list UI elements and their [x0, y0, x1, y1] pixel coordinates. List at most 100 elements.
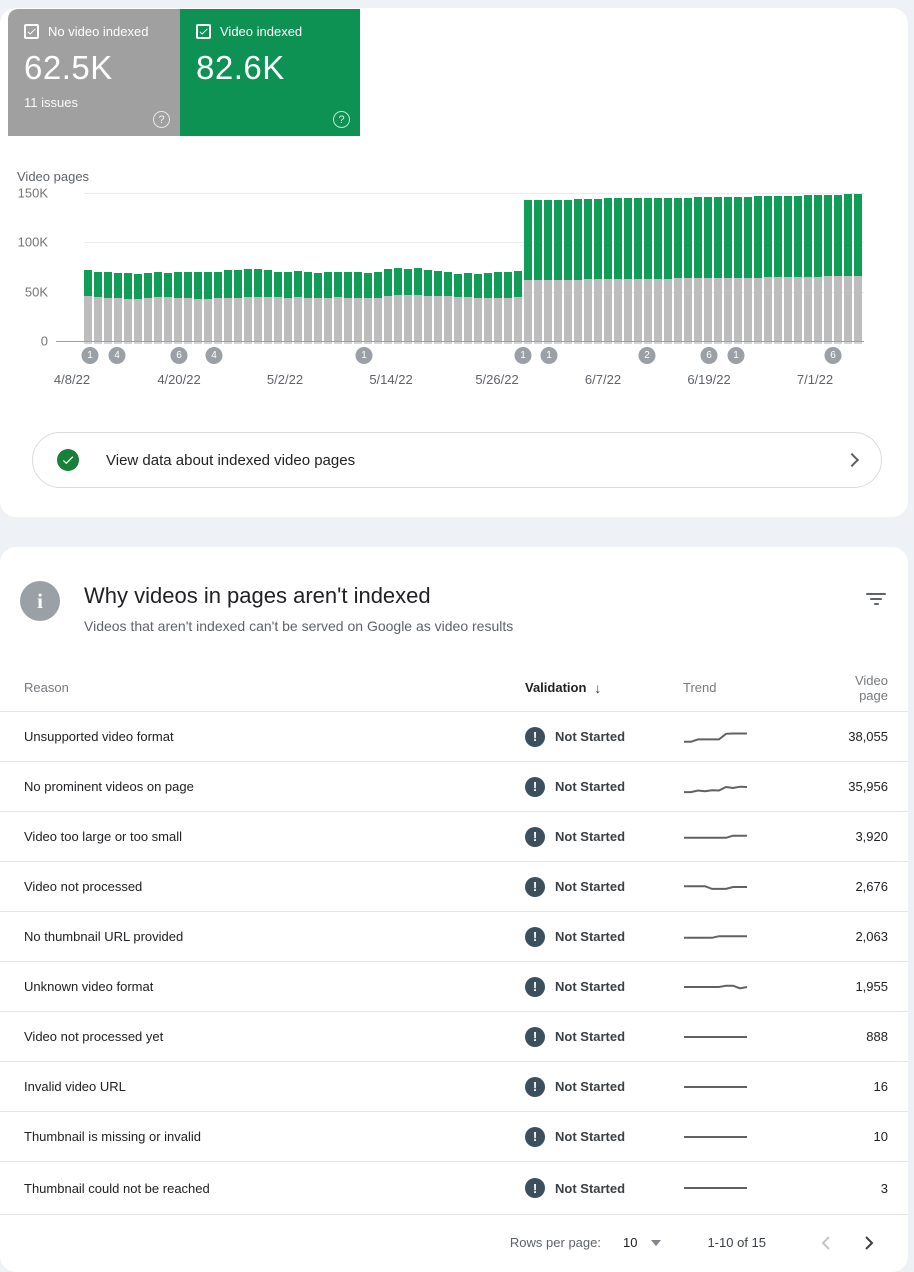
bar — [184, 271, 192, 341]
card-no-video-indexed[interactable]: No video indexed 62.5K 11 issues ? — [8, 9, 180, 136]
bar — [624, 197, 632, 341]
x-tick-label: 4/8/22 — [53, 372, 91, 387]
table-row[interactable]: Thumbnail could not be reached! Not Start… — [0, 1162, 908, 1215]
card-video-indexed[interactable]: Video indexed 82.6K ? — [180, 9, 360, 136]
x-tick-label: 4/20/22 — [157, 372, 201, 387]
bar — [744, 197, 752, 341]
trend-cell — [683, 1076, 828, 1098]
video-page-count: 2,676 — [855, 879, 888, 894]
table-row[interactable]: Unsupported video format ! Not Started 38,0… — [0, 712, 908, 762]
video-page-count: 16 — [873, 1079, 888, 1094]
gridline-150k — [84, 193, 864, 194]
not-started-exclamation-icon: ! — [525, 1026, 545, 1047]
table-row[interactable]: Unknown video format! Not Started 1,955 — [0, 962, 908, 1012]
bar — [834, 195, 842, 341]
filter-icon[interactable] — [866, 593, 886, 609]
bar — [94, 271, 102, 341]
video-page-count: 38,055 — [848, 729, 888, 744]
bar — [534, 199, 542, 341]
bar — [774, 196, 782, 341]
no-video-indexed-checkbox[interactable] — [24, 24, 39, 39]
table-row[interactable]: Video not processed yet! Not Started 888 — [0, 1012, 908, 1062]
bar — [234, 270, 242, 341]
table-row[interactable]: Thumbnail is missing or invalid ! Not Star… — [0, 1112, 908, 1162]
issue-marker[interactable]: 1 — [727, 347, 745, 364]
trend-sparkline — [684, 884, 747, 890]
bar — [124, 272, 132, 341]
issue-marker[interactable]: 1 — [81, 347, 99, 364]
video-page-count: 2,063 — [855, 929, 888, 944]
trend-cell — [683, 776, 828, 798]
bar — [804, 195, 812, 341]
view-indexed-data-row[interactable]: View data about indexed video pages — [32, 432, 882, 488]
header-validation[interactable]: Validation ↓ — [525, 679, 602, 696]
validation-cell: ! Not Started — [525, 776, 683, 797]
issue-marker[interactable]: 1 — [514, 347, 532, 364]
reason-cell: Unsupported video format — [24, 729, 174, 744]
bar — [304, 271, 312, 341]
trend-cell — [683, 1177, 828, 1199]
bar — [154, 271, 162, 341]
bar — [544, 199, 552, 341]
bar — [274, 271, 282, 341]
bar — [704, 197, 712, 341]
issue-marker[interactable]: 1 — [355, 347, 373, 364]
help-icon[interactable]: ? — [153, 111, 170, 128]
table-row[interactable]: Video not processed! Not Started 2,676 — [0, 862, 908, 912]
trend-sparkline — [684, 1085, 747, 1088]
table-row[interactable]: No thumbnail URL provided! Not Started 2,0… — [0, 912, 908, 962]
table-row[interactable]: Invalid video URL! Not Started 16 — [0, 1062, 908, 1112]
reason-cell: Thumbnail is missing or invalid — [24, 1129, 202, 1144]
table-row[interactable]: Video too large or too small! Not Started… — [0, 812, 908, 862]
x-tick-label: 6/19/22 — [687, 372, 731, 387]
trend-cell — [683, 976, 828, 998]
bar — [474, 273, 482, 341]
next-page-button[interactable] — [856, 1230, 882, 1256]
issue-marker[interactable]: 4 — [108, 347, 126, 364]
bar — [164, 272, 172, 341]
issue-marker[interactable]: 6 — [170, 347, 188, 364]
video-indexing-chart-panel: No video indexed 62.5K 11 issues ? Video… — [0, 8, 908, 517]
rows-per-page-dropdown-icon[interactable] — [651, 1239, 662, 1246]
validation-cell: ! Not Started — [525, 726, 683, 747]
video-indexed-checkbox[interactable] — [196, 24, 211, 39]
chart-area: 150K 100K 50K 0 — [0, 186, 908, 348]
bar — [174, 271, 182, 341]
issue-marker[interactable]: 4 — [205, 347, 223, 364]
issue-marker[interactable]: 1 — [540, 347, 558, 364]
bar — [444, 271, 452, 341]
reason-cell: Invalid video URL — [24, 1079, 126, 1094]
trend-sparkline — [684, 785, 748, 793]
help-icon[interactable]: ? — [333, 111, 350, 128]
y-tick-label: 150K — [17, 185, 48, 201]
table-row[interactable]: No prominent videos on page! Not Started 3… — [0, 762, 908, 812]
not-started-exclamation-icon: ! — [525, 926, 545, 947]
issue-marker[interactable]: 6 — [700, 347, 718, 364]
green-check-icon — [57, 449, 79, 471]
rows-per-page-label: Rows per page: — [509, 1235, 601, 1250]
sort-desc-icon: ↓ — [594, 679, 602, 696]
chart-y-axis-title: Video pages — [17, 169, 90, 184]
not-started-exclamation-icon: ! — [525, 876, 545, 897]
card-label: Video indexed — [220, 24, 303, 39]
bar — [244, 269, 252, 341]
validation-cell: ! Not Started — [525, 1126, 683, 1147]
reason-cell: No thumbnail URL provided — [24, 929, 184, 944]
bar — [394, 268, 402, 341]
issue-marker[interactable]: 6 — [824, 347, 842, 364]
bar — [114, 272, 122, 341]
trend-sparkline — [684, 1035, 747, 1038]
y-tick-label: 100K — [17, 234, 48, 250]
trend-sparkline — [684, 1187, 747, 1189]
card-value: 62.5K — [24, 49, 113, 86]
x-tick-label: 5/14/22 — [369, 372, 413, 387]
bar — [724, 197, 732, 341]
previous-page-button[interactable] — [812, 1230, 838, 1256]
bar — [364, 272, 372, 341]
issue-marker[interactable]: 2 — [638, 347, 656, 364]
rows-per-page-value[interactable]: 10 — [622, 1235, 638, 1250]
chart-plot[interactable] — [56, 193, 864, 344]
view-indexed-data-label: View data about indexed video pages — [106, 451, 356, 469]
bar — [764, 196, 772, 341]
bar — [384, 269, 392, 341]
